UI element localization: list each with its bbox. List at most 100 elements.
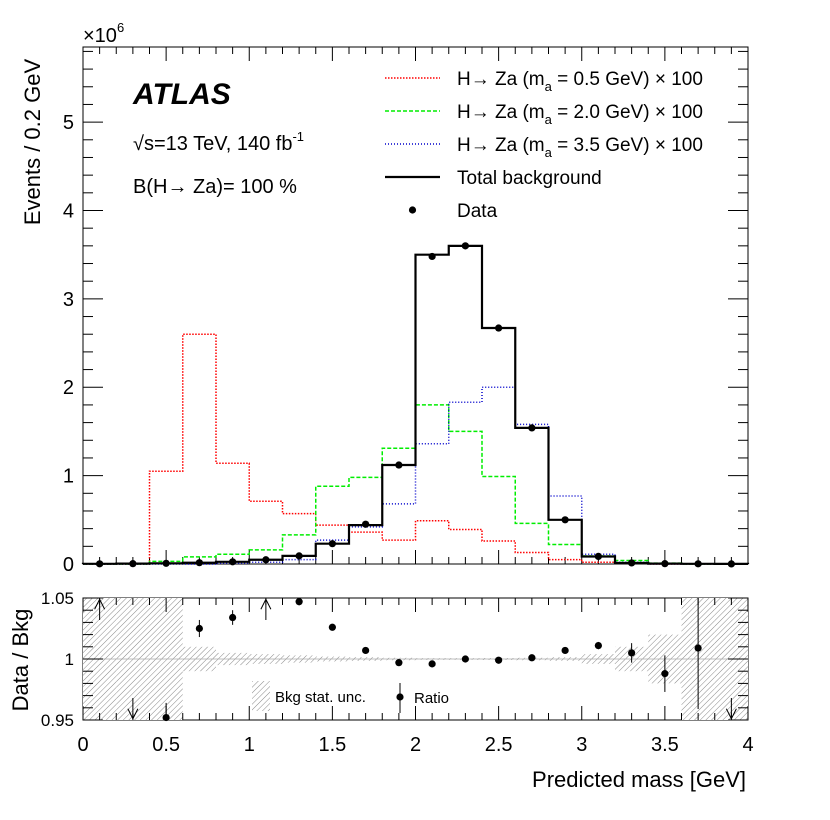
main-y-tick-label: 2 <box>63 377 74 399</box>
main-y-tick-label: 1 <box>63 466 74 488</box>
y-multiplier: ×106 <box>83 20 124 47</box>
x-tick-label: 3 <box>576 734 587 756</box>
x-tick-labels: 0 0.5 1 1.5 2 2.5 3 3.5 4 <box>77 734 753 756</box>
ratio-point <box>461 655 469 663</box>
legend-data-marker <box>408 206 417 214</box>
ratio-y-tick-label: 0.95 <box>41 711 74 730</box>
data-point <box>661 560 669 568</box>
legend-label-1: H→ Za (ma = 2.0 GeV) × 100 <box>457 102 703 127</box>
ratio-arrow-up <box>260 598 272 620</box>
ratio-point <box>428 660 436 668</box>
ratio-point <box>362 646 370 655</box>
x-tick-label: 1 <box>244 734 255 756</box>
ratio-point <box>395 659 403 667</box>
ratio-y-tick-label: 1.05 <box>41 589 74 608</box>
main-ylabel: Events / 0.2 GeV <box>20 59 45 226</box>
branching-ratio-label: B(H→ Za)= 100 % <box>133 176 297 198</box>
x-tick-label: 2 <box>410 734 421 756</box>
data-point <box>727 560 735 568</box>
signal-histogram-0 <box>83 333 748 565</box>
sqrt-symbol: √ <box>133 133 144 155</box>
legend-label-suffix: = 3.5 GeV) × 100 <box>552 135 703 156</box>
ratio-y-tick-label: 1 <box>65 650 74 669</box>
main-axis-ticks: 0 1 2 3 4 5 <box>63 47 749 576</box>
signal-histogram-2 <box>83 386 748 565</box>
data-point <box>495 324 503 332</box>
legend-label-sub: a <box>545 112 553 127</box>
ratio-legend-band-swatch <box>252 681 270 711</box>
legend-label-0: H→ Za (ma = 0.5 GeV) × 100 <box>457 69 703 94</box>
data-point <box>229 558 237 566</box>
legend-label-text: H→ Za (m <box>457 69 545 90</box>
ratio-ylabel: Data / Bkg <box>8 609 33 712</box>
data-point <box>594 552 602 560</box>
data-point <box>528 424 536 432</box>
ratio-point <box>628 649 636 657</box>
legend-label-2: H→ Za (ma = 3.5 GeV) × 100 <box>457 135 703 160</box>
legend-label-sub: a <box>545 145 553 160</box>
main-y-tick-label: 5 <box>63 112 74 134</box>
atlas-label: ATLAS <box>132 78 231 111</box>
data-point <box>129 560 137 568</box>
legend-label-text: Total background <box>457 168 602 189</box>
main-y-tick-label: 0 <box>63 554 74 576</box>
legend-label-sub: a <box>545 79 553 94</box>
data-point <box>428 252 436 261</box>
x-tick-label: 2.5 <box>485 734 513 756</box>
ratio-point <box>528 654 536 662</box>
ratio-arrow-down <box>725 698 737 720</box>
ratio-point <box>694 644 702 652</box>
ratio-legend-points-marker <box>396 693 404 701</box>
y-multiplier-exp: 6 <box>117 20 124 35</box>
lumi-sup: -1 <box>292 129 304 144</box>
energy-lumi-text: s=13 TeV, 140 fb <box>144 133 292 155</box>
ratio-point <box>594 641 602 650</box>
legend-data-label: Data <box>457 201 498 222</box>
ratio-legend-points-label: Ratio <box>414 690 449 707</box>
ratio-point <box>195 624 203 633</box>
ratio-arrow-up <box>94 598 106 620</box>
ratio-arrow-down <box>127 698 139 720</box>
main-y-tick-label: 4 <box>63 200 74 222</box>
main-data-points <box>96 242 735 568</box>
ratio-point <box>661 670 669 678</box>
legend-label-text: H→ Za (m <box>457 102 545 123</box>
ratio-point <box>162 713 170 722</box>
x-tick-label: 0.5 <box>152 734 180 756</box>
energy-lumi-label: √s=13 TeV, 140 fb-1 <box>133 129 304 155</box>
data-point <box>362 520 370 528</box>
legend-label-suffix: = 0.5 GeV) × 100 <box>552 69 703 90</box>
ratio-point <box>561 646 569 655</box>
x-tick-label: 3.5 <box>651 734 679 756</box>
legend-label-suffix: = 2.0 GeV) × 100 <box>552 102 703 123</box>
main-y-tick-label: 3 <box>63 289 74 311</box>
ratio-point <box>495 656 503 664</box>
data-point <box>461 242 469 250</box>
data-point <box>295 552 303 560</box>
data-point <box>262 556 270 564</box>
ratio-point <box>328 623 336 631</box>
ratio-points <box>94 598 737 722</box>
x-tick-label: 4 <box>742 734 753 756</box>
ratio-point <box>295 598 303 606</box>
legend-label-3: Total background <box>457 168 602 189</box>
data-point <box>195 559 203 567</box>
data-point <box>328 540 336 548</box>
data-point <box>694 560 702 568</box>
data-point <box>162 559 170 567</box>
main-histograms <box>81 244 750 566</box>
y-multiplier-base: ×10 <box>83 25 117 47</box>
total-background-histogram <box>81 244 750 566</box>
x-axis-title: Predicted mass [GeV] <box>532 767 746 792</box>
data-point <box>561 516 569 524</box>
ratio-legend-band-label: Bkg stat. unc. <box>275 689 366 706</box>
legend-label-text: H→ Za (m <box>457 135 545 156</box>
x-tick-label: 0 <box>77 734 88 756</box>
data-point <box>395 461 403 469</box>
data-point <box>628 559 636 567</box>
x-tick-label: 1.5 <box>318 734 346 756</box>
ratio-point <box>229 613 237 622</box>
data-point <box>96 560 104 568</box>
